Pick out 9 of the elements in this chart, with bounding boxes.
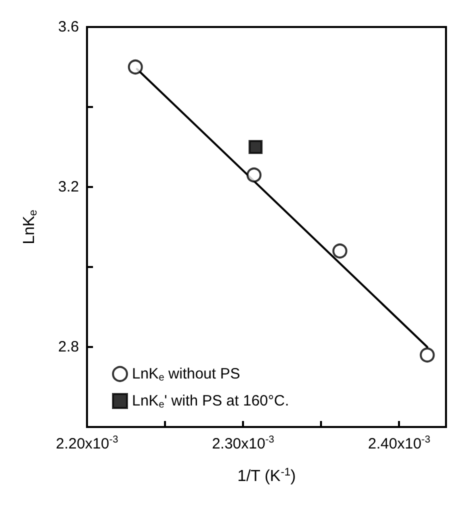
y-tick-label: 2.8 [58, 338, 79, 356]
point [420, 348, 435, 362]
point [128, 60, 143, 74]
y-tick-label: 3.2 [58, 178, 79, 196]
point [248, 140, 263, 154]
point [246, 168, 262, 182]
y-axis-title: LnKe [21, 210, 40, 244]
y-tick-label: 3.6 [58, 18, 79, 36]
point [332, 244, 348, 258]
